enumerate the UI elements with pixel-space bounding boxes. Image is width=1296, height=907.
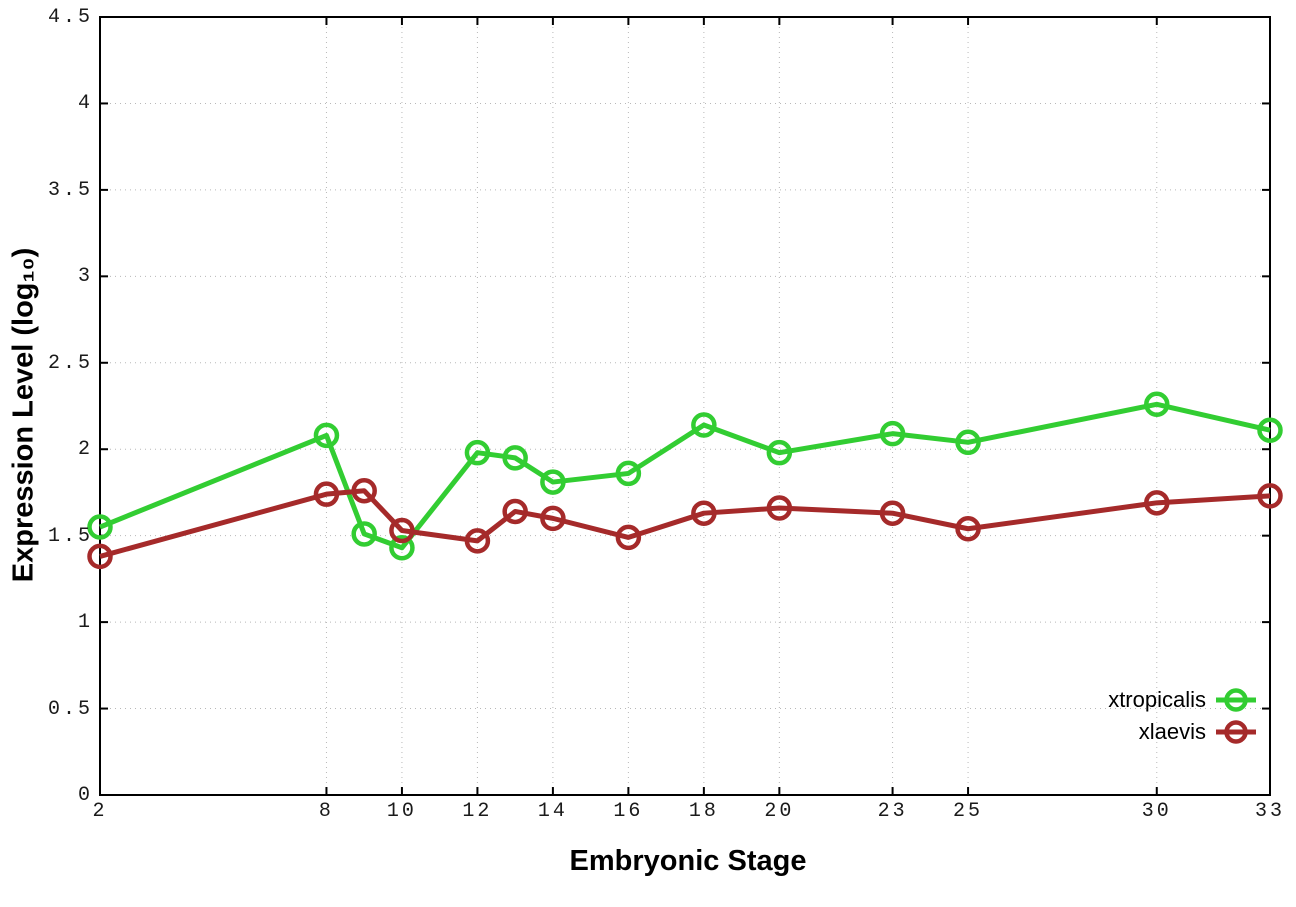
data-point-xtropicalis [1144,391,1170,418]
y-tick-label: 2.5 [47,351,93,375]
data-point-xtropicalis [351,521,377,547]
x-tick-label: 20 [764,800,795,823]
data-point-xlaevis [502,498,528,525]
x-tick-label: 33 [1254,800,1286,823]
x-tick-label: 2 [92,800,108,823]
data-point-xlaevis [87,543,113,570]
y-tick-label: 1.5 [47,524,93,548]
data-point-xtropicalis [766,439,793,466]
data-point-xtropicalis [955,429,981,456]
x-tick-label: 25 [953,800,984,823]
x-tick-label: 8 [318,800,334,823]
data-point-xtropicalis [464,439,491,466]
x-tick-label: 14 [537,800,568,823]
data-point-xlaevis [766,495,793,521]
data-point-xlaevis [464,528,491,554]
y-tick-label: 0 [77,784,93,807]
data-point-xlaevis [879,500,906,526]
y-tick-label: 3.5 [47,178,93,202]
data-point-xtropicalis [879,420,906,447]
data-point-xtropicalis [389,535,415,561]
data-point-xlaevis [313,481,340,507]
series-line-xtropicalis [99,401,1271,551]
x-tick-label: 30 [1141,800,1172,823]
y-tick-label: 4.5 [47,6,93,29]
data-point-xtropicalis [87,514,113,540]
y-tick-label: 2 [77,438,93,462]
data-point-xlaevis [1257,483,1283,509]
legend-item-xlaevis: xlaevis [1108,716,1258,748]
data-point-xtropicalis [313,422,340,449]
legend-item-xtropicalis: xtropicalis [1108,684,1258,716]
y-tick-label: 0.5 [47,697,93,721]
plot-border [99,16,1271,796]
legend-line-marker-icon [1216,688,1256,712]
data-point-xlaevis [691,500,717,526]
y-axis-title: Expression Level (log₁₀) [7,247,40,583]
legend-line-marker-icon [1216,720,1256,744]
legend: xtropicalis xlaevis [1108,684,1258,748]
series-line-xlaevis [99,488,1271,559]
legend-label-xtropicalis: xtropicalis [1108,687,1206,712]
x-tick-label: 16 [613,800,644,823]
legend-label-xlaevis: xlaevis [1138,719,1206,744]
x-axis-title: Embryonic Stage [569,845,807,877]
data-point-xlaevis [540,505,566,532]
x-tick-label: 18 [688,800,719,823]
data-point-xtropicalis [540,469,566,495]
data-point-xlaevis [1144,490,1170,516]
data-point-xlaevis [615,524,642,551]
data-point-xlaevis [389,517,415,544]
x-tick-label: 12 [462,800,493,823]
data-point-xlaevis [351,477,377,504]
y-tick-label: 4 [77,92,93,116]
data-point-xlaevis [955,516,981,542]
data-point-xtropicalis [1257,417,1283,443]
data-point-xtropicalis [502,445,528,471]
y-tick-label: 1 [77,611,93,635]
data-point-xtropicalis [691,412,717,438]
x-tick-label: 10 [386,800,417,823]
data-point-xtropicalis [615,460,642,487]
x-tick-label: 23 [877,800,908,823]
y-tick-label: 3 [77,265,93,289]
